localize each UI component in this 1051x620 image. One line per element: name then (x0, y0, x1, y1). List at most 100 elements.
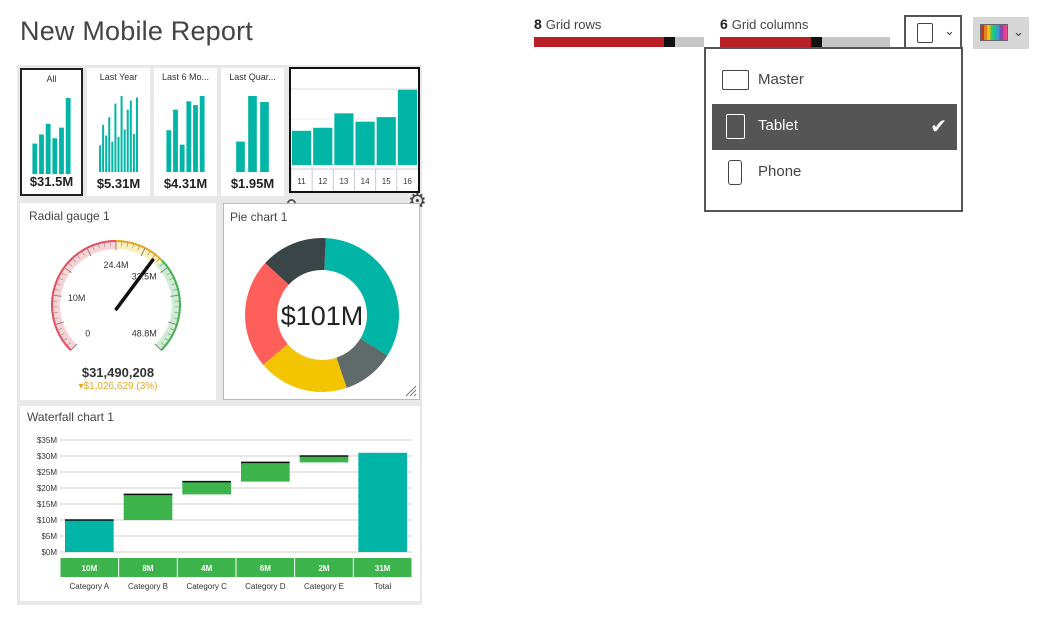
gauge-tick (132, 243, 135, 249)
gauge-tick (86, 247, 92, 257)
gauge-tick (57, 277, 63, 281)
time-tile-label: Last Year (99, 72, 138, 82)
gauge-tick (76, 254, 81, 259)
sparkline-bar (132, 134, 135, 172)
gauge-tick (137, 245, 140, 251)
menu-item-master[interactable]: Master (712, 58, 957, 104)
gauge-delta: ▾$1,026,629 (3%) (78, 381, 158, 392)
gauge-tick-label: 48.8M (132, 328, 157, 338)
gauge-tick-label: 10M (68, 293, 86, 303)
menu-item-phone[interactable]: Phone (712, 150, 957, 196)
detail-bar[interactable] (292, 130, 312, 165)
gauge-tick (154, 343, 162, 351)
gauge-tick-label: 0 (85, 328, 90, 338)
gauge-tick (71, 258, 76, 263)
time-tile-label: Last 6 Mo... (161, 72, 210, 82)
detail-tick-label: 13 (339, 177, 348, 186)
detail-tick-label: 16 (403, 177, 412, 186)
gauge-tick (156, 258, 161, 263)
gauge-tick (67, 262, 72, 267)
gauge-tick (126, 242, 129, 248)
gauge-tick (53, 317, 59, 320)
detail-bar[interactable] (334, 113, 354, 165)
time-navigator-detail-chart[interactable]: 11 12 13 14 15 16 (289, 67, 420, 193)
gauge-tick (63, 266, 72, 274)
y-tick-label: $10M (37, 516, 57, 525)
sparkline-bar (108, 117, 111, 172)
gauge-yellow-band (116, 241, 162, 267)
detail-bar[interactable] (355, 121, 375, 165)
donut-slice[interactable] (245, 263, 289, 365)
sparkline-bar (236, 141, 245, 172)
detail-tick-label: 12 (318, 177, 327, 186)
gauge-tick (53, 288, 59, 291)
time-tile-all[interactable]: All $31.5M (20, 68, 83, 196)
menu-item-tablet[interactable]: Tablet ✔ (712, 104, 957, 150)
donut-slice[interactable] (263, 344, 347, 392)
waterfall-bar[interactable] (358, 452, 407, 552)
y-tick-label: $20M (37, 484, 57, 493)
time-tile-last-year[interactable]: Last Year $5.31M (87, 68, 150, 196)
detail-bar[interactable] (376, 117, 396, 165)
donut-slice[interactable] (265, 238, 326, 285)
sparkline-bar (39, 134, 44, 174)
waterfall-bar[interactable] (182, 481, 231, 495)
grid-rows-slider[interactable] (534, 37, 704, 47)
time-tile-last-quarter[interactable]: Last Quar... $1.95M (221, 68, 284, 196)
waterfall-bar[interactable] (299, 456, 349, 463)
category-label: Category E (304, 582, 344, 591)
sparkline-bar (32, 143, 38, 174)
sparkline-bar (45, 123, 51, 174)
waterfall-bar[interactable] (123, 494, 173, 520)
sparkline-bar (111, 141, 114, 172)
waterfall-bar[interactable] (65, 520, 114, 552)
gauge-tick-label: 32.5M (132, 272, 157, 282)
detail-bar[interactable] (313, 127, 333, 165)
detail-tick-label: 14 (361, 177, 370, 186)
resize-grip-icon[interactable] (405, 385, 417, 397)
detail-bar[interactable] (397, 89, 417, 165)
donut-slice[interactable] (324, 238, 399, 356)
gauge-tick (57, 328, 62, 331)
value-label-cell (177, 558, 236, 577)
donut-chart: $101M (245, 238, 399, 392)
sparkline-bar (99, 145, 102, 172)
tile-title: Pie chart 1 (230, 210, 288, 224)
gauge-green-band (155, 260, 180, 351)
gauge-tick (66, 342, 71, 347)
sparkline-bar (117, 137, 120, 172)
gauge-tick (103, 242, 106, 248)
time-tile-last-6-months[interactable]: Last 6 Mo... $4.31M (154, 68, 217, 196)
time-tile-sparkline (99, 96, 138, 172)
value-label: 31M (375, 564, 391, 573)
tile-title: Radial gauge 1 (29, 209, 110, 223)
value-label-cell (295, 558, 353, 577)
sparkline-bar (126, 109, 129, 172)
sparkline-bar (166, 130, 172, 172)
pie-chart-tile[interactable]: Pie chart 1 $101M (223, 203, 420, 400)
gauge-tick (170, 328, 175, 331)
layout-selector-button[interactable]: ⌄ (904, 15, 962, 48)
category-label: Category A (70, 582, 110, 591)
y-tick-label: $25M (37, 468, 57, 477)
waterfall-chart-tile[interactable]: Waterfall chart 1 $35M $30M $25M $20M $15M $1… (20, 406, 420, 601)
category-label: Category B (128, 582, 168, 591)
gauge-tick (169, 277, 175, 281)
radial-gauge-tile[interactable]: Radial gauge 1 0 10M 24.4M 32.5M 48.8M $31,4… (20, 203, 216, 400)
donut-slice[interactable] (336, 338, 388, 388)
y-tick-label: $5M (41, 532, 57, 541)
sparkline-bar (186, 101, 192, 172)
waterfall-bar[interactable] (241, 462, 290, 482)
gauge-tick-label: 24.4M (103, 260, 128, 270)
tile-title: Waterfall chart 1 (27, 410, 114, 424)
menu-item-label: Phone (758, 163, 802, 180)
grid-rows-thumb[interactable] (664, 37, 676, 47)
gauge-tick (70, 343, 78, 351)
theme-selector-button[interactable]: ⌄ (973, 17, 1029, 49)
sparkline-bar (199, 96, 205, 172)
radial-gauge: 0 10M 24.4M 32.5M 48.8M (51, 240, 181, 351)
grid-columns-slider[interactable] (720, 37, 890, 47)
grid-columns-thumb[interactable] (811, 37, 822, 47)
grid-rows-control: 8 Grid rows (534, 16, 601, 32)
grid-rows-fill (534, 37, 676, 47)
